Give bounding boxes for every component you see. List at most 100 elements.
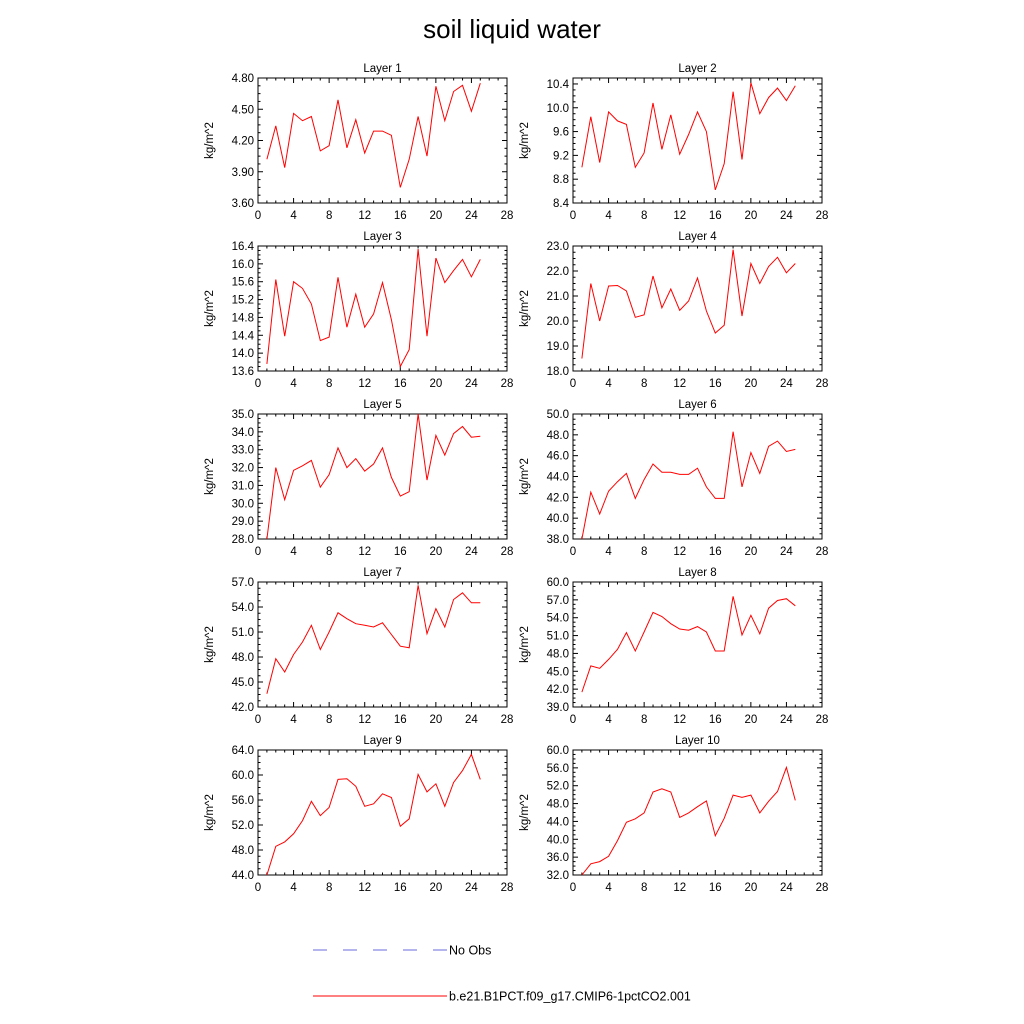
x-tick-label: 4 bbox=[290, 546, 297, 558]
plot-frame bbox=[572, 413, 823, 540]
chart-title: Layer 10 bbox=[675, 735, 720, 747]
x-tick-label: 16 bbox=[709, 546, 722, 558]
plot-frame bbox=[257, 245, 508, 372]
y-tick-label: 9.6 bbox=[553, 127, 569, 139]
x-tick-label: 8 bbox=[641, 210, 647, 222]
x-tick-label: 12 bbox=[673, 210, 686, 222]
x-tick-label: 4 bbox=[290, 210, 297, 222]
y-tick-label: 14.0 bbox=[232, 348, 254, 360]
y-tick-label: 14.4 bbox=[232, 330, 255, 342]
x-tick-label: 20 bbox=[744, 882, 757, 894]
y-tick-label: 31.0 bbox=[232, 480, 254, 492]
y-axis-label: kg/m^2 bbox=[519, 290, 531, 327]
y-tick-label: 45.0 bbox=[232, 677, 254, 689]
x-tick-label: 16 bbox=[394, 882, 407, 894]
x-tick-label: 12 bbox=[358, 210, 371, 222]
y-tick-label: 35.0 bbox=[232, 409, 254, 421]
chart-panel-1: Layer 1 kg/m^2 0 4 8 12 16 20 24 28 3.60 3.90 4.20 4.… bbox=[204, 63, 513, 222]
y-tick-label: 29.0 bbox=[232, 516, 254, 528]
y-tick-label: 10.4 bbox=[547, 79, 570, 91]
x-tick-label: 28 bbox=[501, 546, 514, 558]
x-tick-label: 24 bbox=[465, 714, 478, 726]
x-tick-label: 16 bbox=[394, 714, 407, 726]
x-tick-label: 8 bbox=[326, 546, 332, 558]
x-tick-label: 16 bbox=[394, 210, 407, 222]
x-tick-label: 8 bbox=[326, 210, 332, 222]
y-tick-label: 50.0 bbox=[547, 409, 569, 421]
x-tick-label: 28 bbox=[816, 714, 829, 726]
plot-frame bbox=[572, 245, 823, 372]
y-axis-label: kg/m^2 bbox=[519, 458, 531, 495]
y-tick-label: 57.0 bbox=[547, 595, 569, 607]
y-tick-label: 18.0 bbox=[547, 366, 569, 378]
y-tick-label: 32.0 bbox=[232, 463, 254, 475]
series-line bbox=[581, 765, 796, 876]
y-tick-label: 48.0 bbox=[547, 648, 569, 660]
y-tick-label: 15.2 bbox=[232, 295, 254, 307]
chart-panels: Layer 1 kg/m^2 0 4 8 12 16 20 24 28 3.60 3.90 4.20 4.… bbox=[204, 63, 828, 894]
y-tick-label: 60.0 bbox=[232, 770, 254, 782]
series-line bbox=[581, 249, 796, 359]
y-tick-label: 38.0 bbox=[547, 534, 569, 546]
x-tick-label: 20 bbox=[429, 210, 442, 222]
chart-panel-5: Layer 5 kg/m^2 0 4 8 12 16 20 24 28 28.0 29.0 30.0 31… bbox=[204, 399, 513, 558]
y-axis-label: kg/m^2 bbox=[519, 794, 531, 831]
x-tick-label: 0 bbox=[255, 714, 261, 726]
y-tick-label: 39.0 bbox=[547, 702, 569, 714]
x-tick-label: 24 bbox=[780, 882, 793, 894]
chart-panel-4: Layer 4 kg/m^2 0 4 8 12 16 20 24 28 18.0 19.0 20.0 21… bbox=[519, 231, 828, 390]
y-tick-label: 57.0 bbox=[232, 577, 254, 589]
y-tick-label: 20.0 bbox=[547, 316, 569, 328]
chart-panel-2: Layer 2 kg/m^2 0 4 8 12 16 20 24 28 8.4 8.8 9.2 9.6 10… bbox=[519, 63, 828, 222]
chart-title: Layer 9 bbox=[363, 735, 401, 747]
y-tick-label: 54.0 bbox=[547, 613, 569, 625]
x-tick-label: 8 bbox=[641, 714, 647, 726]
x-tick-label: 24 bbox=[780, 210, 793, 222]
x-tick-label: 24 bbox=[780, 546, 793, 558]
x-tick-label: 12 bbox=[673, 546, 686, 558]
chart-panel-3: Layer 3 kg/m^2 0 4 8 12 16 20 24 28 13.6 14.0 14.4 14… bbox=[204, 231, 513, 390]
y-tick-label: 21.0 bbox=[547, 291, 569, 303]
series-line bbox=[266, 585, 481, 694]
x-tick-label: 20 bbox=[744, 210, 757, 222]
x-tick-label: 0 bbox=[570, 546, 576, 558]
chart-panel-9: Layer 9 kg/m^2 0 4 8 12 16 20 24 28 44.0 48.0 52.0 56… bbox=[204, 735, 513, 894]
y-axis-label: kg/m^2 bbox=[204, 626, 216, 663]
y-tick-label: 42.0 bbox=[232, 702, 254, 714]
plot-frame bbox=[257, 413, 508, 540]
x-tick-label: 0 bbox=[570, 882, 576, 894]
y-tick-label: 22.0 bbox=[547, 266, 569, 278]
chart-title: Layer 4 bbox=[678, 231, 717, 243]
x-tick-label: 4 bbox=[605, 210, 612, 222]
y-tick-label: 52.0 bbox=[232, 820, 254, 832]
series-line bbox=[581, 82, 796, 191]
y-tick-label: 3.90 bbox=[232, 167, 254, 179]
x-tick-label: 8 bbox=[326, 378, 332, 390]
y-tick-label: 8.8 bbox=[553, 174, 569, 186]
x-tick-label: 20 bbox=[744, 378, 757, 390]
x-tick-label: 28 bbox=[816, 378, 829, 390]
y-tick-label: 4.80 bbox=[232, 73, 254, 85]
legend-label-model-run: b.e21.B1PCT.f09_g17.CMIP6-1pctCO2.001 bbox=[449, 990, 691, 1004]
y-tick-label: 14.8 bbox=[232, 312, 254, 324]
chart-title: Layer 5 bbox=[363, 399, 401, 411]
y-axis-label: kg/m^2 bbox=[519, 626, 531, 663]
y-tick-label: 60.0 bbox=[547, 745, 569, 757]
x-tick-label: 16 bbox=[394, 378, 407, 390]
y-tick-label: 19.0 bbox=[547, 341, 569, 353]
y-tick-label: 32.0 bbox=[547, 870, 569, 882]
y-tick-label: 56.0 bbox=[547, 763, 569, 775]
chart-panel-10: Layer 10 kg/m^2 0 4 8 12 16 20 24 28 32.0 36.0 40.0 4… bbox=[519, 735, 828, 894]
x-tick-label: 0 bbox=[570, 378, 576, 390]
y-tick-label: 3.60 bbox=[232, 198, 254, 210]
x-tick-label: 4 bbox=[605, 714, 612, 726]
x-tick-label: 12 bbox=[673, 714, 686, 726]
y-tick-label: 44.0 bbox=[547, 472, 569, 484]
x-tick-label: 12 bbox=[358, 378, 371, 390]
x-tick-label: 4 bbox=[290, 378, 297, 390]
x-tick-label: 28 bbox=[501, 882, 514, 894]
y-tick-label: 23.0 bbox=[547, 241, 569, 253]
x-tick-label: 16 bbox=[709, 378, 722, 390]
x-tick-label: 0 bbox=[255, 210, 261, 222]
series-line bbox=[266, 413, 481, 540]
